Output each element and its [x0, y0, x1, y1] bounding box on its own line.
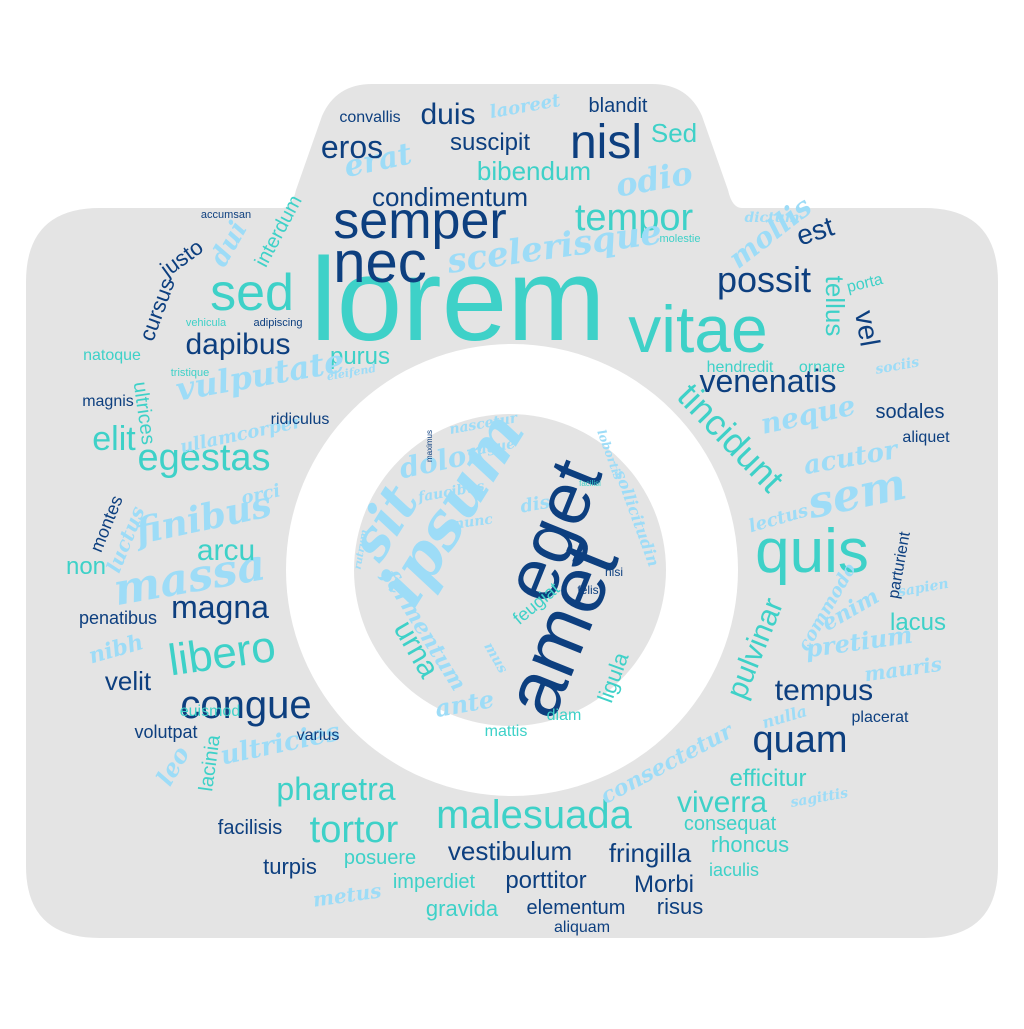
word-semper: semper — [333, 192, 506, 250]
word-possit: possit — [717, 259, 811, 300]
word-aliquet: aliquet — [902, 429, 950, 446]
word-bibendum: bibendum — [477, 156, 591, 186]
camera-silhouette — [26, 84, 998, 938]
word-tortor: tortor — [310, 809, 399, 851]
word-sed: sed — [210, 264, 294, 322]
word-gravida: gravida — [426, 896, 499, 921]
word-tempus: tempus — [775, 674, 873, 707]
word-euismod: euismod — [180, 703, 240, 720]
word-magnis: magnis — [82, 393, 134, 410]
word-quis: quis — [755, 517, 869, 586]
word-egestas: egestas — [137, 437, 270, 479]
word-diam: diam — [547, 707, 582, 724]
word-volutpat: volutpat — [134, 722, 197, 742]
word-vehicula: vehicula — [186, 317, 227, 329]
word-tristique: tristique — [171, 367, 210, 379]
word-non: non — [66, 553, 106, 580]
word-blandit: blandit — [589, 95, 648, 117]
word-morbi: Morbi — [634, 871, 694, 898]
word-condimentum: condimentum — [372, 182, 528, 212]
word-nunc: nunc — [453, 511, 494, 532]
word-congue: congue — [180, 683, 311, 727]
word-adipiscing: adipiscing — [254, 317, 303, 329]
word-facilisis: facilisis — [218, 817, 282, 839]
word-convallis: convallis — [339, 109, 400, 126]
word-fringilla: fringilla — [609, 838, 692, 868]
word-penatibus: penatibus — [79, 608, 157, 628]
word-layer: lorem vitaenecsempersedquisnislegetametip… — [66, 90, 950, 936]
word-nec: nec — [333, 230, 427, 295]
word-hendredit: hendredit — [707, 359, 774, 376]
word-elit: elit — [92, 420, 136, 458]
word-vel: vel — [849, 308, 886, 349]
word-quam: quam — [752, 719, 847, 761]
word-nisi: nisi — [605, 565, 623, 579]
word-eros: eros — [321, 129, 383, 165]
word-velit: velit — [105, 666, 152, 696]
word-efficitur: efficitur — [730, 765, 807, 792]
word-duis: duis — [420, 98, 475, 131]
word-ornare: ornare — [799, 359, 845, 376]
word-placerat: placerat — [852, 709, 909, 726]
word-suscipit: suscipit — [450, 129, 530, 156]
word-dis: dis — [519, 492, 552, 518]
word-lorem: lorem — [310, 234, 605, 366]
word-tempor: tempor — [575, 197, 694, 239]
word-posuere: posuere — [344, 847, 416, 869]
word-viverra: viverra — [677, 786, 767, 819]
word-arcu: arcu — [197, 534, 255, 567]
word-imperdiet: imperdiet — [393, 871, 476, 893]
word-dapibus: dapibus — [185, 328, 290, 361]
word-sodales: sodales — [876, 401, 945, 423]
word-rhoncus: rhoncus — [711, 832, 789, 857]
word-dictum: dictum — [744, 210, 799, 226]
word-vitae: vitae — [628, 292, 767, 366]
word-facilisi: facilisi — [579, 479, 601, 488]
word-ridiculus: ridiculus — [271, 411, 330, 428]
word-mattis: mattis — [485, 723, 528, 740]
word-pharetra: pharetra — [276, 771, 395, 807]
word-aliquam: aliquam — [554, 919, 610, 936]
word-purus: purus — [330, 343, 390, 370]
word-tellus: tellus — [820, 276, 850, 337]
word-venenatis: venenatis — [700, 363, 837, 399]
word-lacus: lacus — [890, 609, 946, 636]
word-risus: risus — [657, 894, 703, 919]
word-natoque: natoque — [83, 347, 141, 364]
word-maximus: maximus — [425, 430, 434, 462]
word-malesuada: malesuada — [436, 793, 632, 837]
word-sociis: sociis — [874, 354, 920, 377]
word-nisl: nisl — [570, 116, 642, 169]
word-elementum: elementum — [527, 897, 626, 919]
lens-center — [354, 414, 666, 726]
word-consequat: consequat — [684, 813, 777, 835]
word-turpis: turpis — [263, 854, 317, 879]
word-sed: Sed — [651, 118, 697, 148]
word-varius: varius — [297, 727, 340, 744]
word-molestie: molestie — [660, 233, 701, 245]
word-iaculis: iaculis — [709, 860, 759, 880]
word-vestibulum: vestibulum — [448, 836, 572, 866]
word-magna: magna — [171, 589, 269, 625]
word-porttitor: porttitor — [505, 867, 586, 894]
word-felis: felis — [577, 583, 598, 597]
word-accumsan: accumsan — [201, 209, 251, 221]
